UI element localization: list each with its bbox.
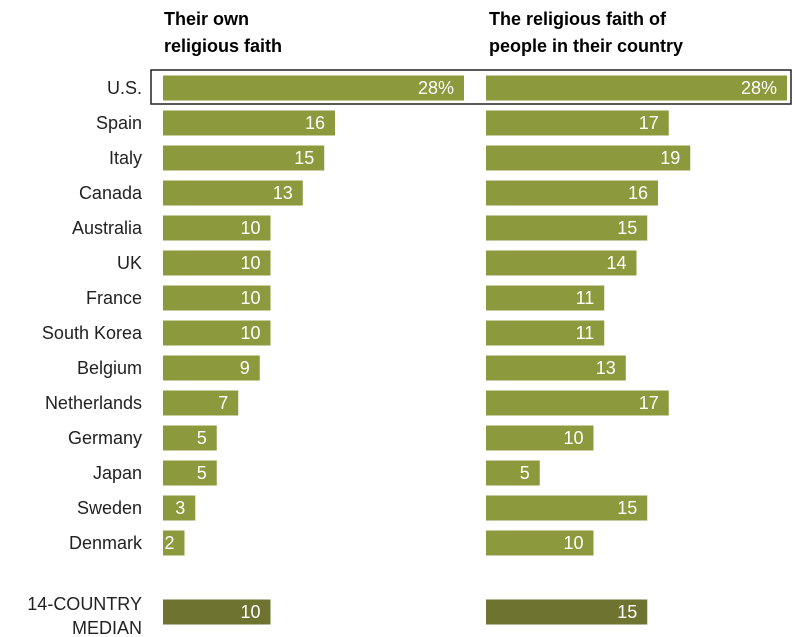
left-denmark-value-label: 2 [164, 533, 174, 553]
column-titles: Their own religious faith The religious … [164, 9, 683, 56]
left-netherlands-value-label: 7 [218, 393, 228, 413]
right-column-title-line-1: The religious faith of [489, 9, 667, 29]
right-belgium-value-label: 13 [596, 358, 616, 378]
category-labels: U.S. Spain Italy Canada Australia UK France Sou… [42, 78, 143, 553]
left-canada-value-label: 13 [273, 183, 293, 203]
left-australia-value-label: 10 [240, 218, 260, 238]
category-label-netherlands: Netherlands [45, 393, 142, 413]
right-uk-bar [486, 250, 637, 276]
left-sweden-value-label: 3 [175, 498, 185, 518]
right-australia-bar [486, 215, 648, 241]
left-median-bar [163, 599, 271, 625]
highlight-box-us [150, 69, 792, 105]
right-sweden-bar [486, 495, 648, 521]
left-u-s-bar [163, 75, 464, 101]
category-label-italy: Italy [109, 148, 142, 168]
right-france-bar [486, 285, 605, 311]
left-australia-bar [163, 215, 271, 241]
category-label-canada: Canada [79, 183, 143, 203]
left-denmark-bar [163, 530, 185, 556]
right-south-korea-bar [486, 320, 605, 346]
right-south-korea-value-label: 11 [576, 323, 595, 343]
right-spain-value-label: 17 [639, 113, 659, 133]
right-australia-value-label: 15 [617, 218, 637, 238]
left-france-bar [163, 285, 271, 311]
category-label-japan: Japan [93, 463, 142, 483]
right-u-s-bar [486, 75, 787, 101]
right-japan-value-label: 5 [520, 463, 530, 483]
median-label-line-1: 14-COUNTRY [27, 594, 142, 614]
median-label-line-2: MEDIAN [72, 618, 142, 637]
median-row: 14-COUNTRY MEDIAN 10 15 [27, 594, 648, 637]
category-label-uk: UK [117, 253, 142, 273]
right-spain-bar [486, 110, 669, 136]
left-germany-bar [163, 425, 217, 451]
category-label-belgium: Belgium [77, 358, 142, 378]
right-median-value-label: 15 [617, 602, 637, 622]
right-denmark-bar [486, 530, 594, 556]
left-uk-value-label: 10 [240, 253, 260, 273]
right-column-title-line-2: people in their country [489, 36, 683, 56]
category-label-france: France [86, 288, 142, 308]
right-median-bar [486, 599, 648, 625]
category-label-u-s: U.S. [107, 78, 142, 98]
left-median-value-label: 10 [240, 602, 260, 622]
category-label-spain: Spain [96, 113, 142, 133]
left-south-korea-bar [163, 320, 271, 346]
left-uk-bar [163, 250, 271, 276]
right-canada-bar [486, 180, 658, 206]
left-germany-value-label: 5 [197, 428, 207, 448]
left-canada-bar [163, 180, 303, 206]
left-column-title-line-2: religious faith [164, 36, 282, 56]
right-u-s-value-label: 28% [741, 78, 777, 98]
left-italy-bar [163, 145, 325, 171]
right-sweden-value-label: 15 [617, 498, 637, 518]
left-column-title-line-1: Their own [164, 9, 249, 29]
category-label-australia: Australia [72, 218, 143, 238]
category-label-denmark: Denmark [69, 533, 143, 553]
left-japan-bar [163, 460, 217, 486]
right-japan-bar [486, 460, 540, 486]
left-france-value-label: 10 [240, 288, 260, 308]
right-italy-bar [486, 145, 691, 171]
right-germany-bar [486, 425, 594, 451]
right-netherlands-bar [486, 390, 669, 416]
category-label-sweden: Sweden [77, 498, 142, 518]
right-belgium-bar [486, 355, 626, 381]
left-south-korea-value-label: 10 [240, 323, 260, 343]
right-netherlands-value-label: 17 [639, 393, 659, 413]
category-label-germany: Germany [68, 428, 142, 448]
left-belgium-value-label: 9 [240, 358, 250, 378]
right-denmark-value-label: 10 [563, 533, 583, 553]
left-spain-value-label: 16 [305, 113, 325, 133]
right-uk-value-label: 14 [606, 253, 626, 273]
left-spain-bar [163, 110, 335, 136]
right-italy-value-label: 19 [660, 148, 680, 168]
left-u-s-value-label: 28% [418, 78, 454, 98]
right-germany-value-label: 10 [563, 428, 583, 448]
category-label-south-korea: South Korea [42, 323, 143, 343]
right-canada-value-label: 16 [628, 183, 648, 203]
left-belgium-bar [163, 355, 260, 381]
left-netherlands-bar [163, 390, 239, 416]
left-italy-value-label: 15 [294, 148, 314, 168]
left-sweden-bar [163, 495, 196, 521]
right-france-value-label: 11 [576, 288, 595, 308]
left-japan-value-label: 5 [197, 463, 207, 483]
